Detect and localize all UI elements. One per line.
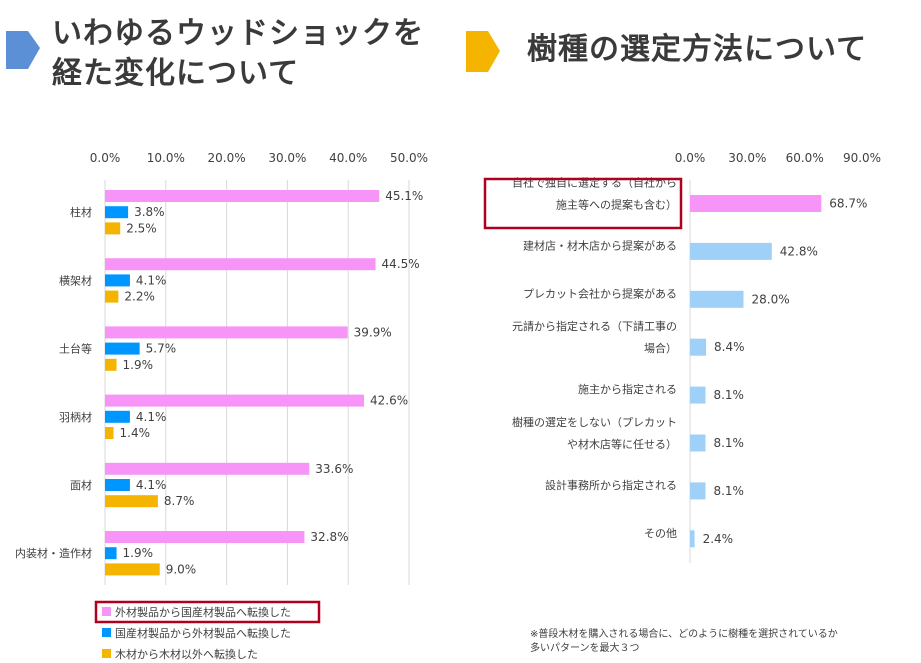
data-label: 4.1%	[136, 478, 167, 492]
category-label: 施主から指定される	[578, 382, 677, 396]
x-tick-label: 90.0%	[843, 151, 881, 165]
data-label: 8.1%	[713, 484, 744, 498]
category-label: 自社で独自に選定する（自社から	[512, 176, 677, 190]
data-label: 4.1%	[136, 410, 167, 424]
bar	[690, 530, 695, 548]
x-tick-label: 40.0%	[329, 151, 367, 165]
x-tick-label: 0.0%	[675, 151, 706, 165]
bar	[105, 394, 365, 407]
bar	[690, 386, 706, 404]
data-label: 5.7%	[146, 342, 177, 356]
legend-highlight-box	[94, 600, 321, 624]
category-label: その他	[644, 527, 677, 540]
legend-swatch	[102, 649, 111, 658]
data-label: 39.9%	[354, 325, 392, 339]
footnote: ※普段木材を購入される場合に、どのように樹種を選択されているか 多いパターンを最…	[530, 628, 838, 656]
data-label: 1.9%	[123, 546, 154, 560]
bar	[105, 342, 140, 355]
x-tick-label: 20.0%	[208, 151, 246, 165]
bar	[105, 531, 305, 543]
bar	[690, 242, 772, 260]
data-label: 42.8%	[780, 244, 818, 258]
category-highlight-box	[483, 177, 683, 230]
bar	[105, 190, 380, 202]
category-label: 横架材	[59, 273, 92, 287]
data-label: 8.1%	[713, 436, 744, 450]
legend-swatch	[102, 607, 111, 616]
footnote-line-2: 多いパターンを最大３つ	[530, 643, 640, 654]
bar	[105, 410, 130, 423]
category-label: 土台等	[59, 342, 92, 356]
legend-label: 木材から木材以外へ転換した	[115, 647, 258, 661]
bar	[690, 338, 707, 356]
x-tick-label: 10.0%	[147, 151, 185, 165]
legend-swatch	[102, 628, 111, 637]
category-label: や材木店等に任せる）	[567, 437, 677, 451]
data-label: 45.1%	[385, 189, 423, 203]
x-tick-label: 30.0%	[728, 151, 766, 165]
bar	[690, 482, 706, 500]
bar	[105, 479, 130, 491]
bar	[105, 222, 121, 235]
category-label: 設計事務所から指定される	[545, 478, 677, 492]
data-label: 33.6%	[315, 462, 353, 476]
bar	[105, 258, 376, 271]
data-label: 2.5%	[126, 221, 157, 235]
category-label: 樹種の選定をしない（プレカット	[512, 415, 677, 429]
data-label: 1.4%	[120, 426, 150, 440]
category-label: 面材	[70, 478, 92, 492]
x-tick-label: 50.0%	[390, 151, 428, 165]
bar	[105, 563, 160, 576]
data-label: 8.7%	[164, 494, 195, 508]
bar	[105, 427, 114, 439]
category-label: 場合）	[644, 341, 677, 355]
bar	[105, 358, 117, 371]
data-label: 1.9%	[123, 358, 154, 372]
data-label: 2.2%	[124, 290, 155, 304]
bar	[105, 206, 129, 219]
x-tick-label: 30.0%	[268, 151, 306, 165]
data-label: 2.4%	[703, 532, 734, 546]
bar	[105, 462, 310, 475]
category-label: 内装材・造作材	[15, 546, 92, 560]
data-label: 44.5%	[382, 257, 420, 271]
legend-label: 外材製品から国産材製品へ転換した	[115, 605, 291, 619]
bar	[105, 495, 158, 508]
data-label: 68.7%	[829, 197, 867, 211]
legend-label: 国産材製品から外材製品へ転換した	[115, 626, 291, 640]
data-label: 4.1%	[136, 273, 167, 287]
category-label: 元請から指定される（下請工事の	[512, 319, 677, 333]
bar	[105, 274, 130, 287]
data-label: 8.4%	[714, 340, 745, 354]
bar	[105, 547, 117, 560]
footnote-line-1: ※普段木材を購入される場合に、どのように樹種を選択されているか	[530, 629, 838, 640]
data-label: 9.0%	[166, 562, 197, 576]
category-label: 施主等への提案も含む）	[556, 198, 677, 212]
data-label: 32.8%	[310, 530, 348, 544]
left-title: いわゆるウッドショックを経た変化について	[52, 16, 424, 91]
data-label: 28.0%	[752, 292, 790, 306]
bar	[105, 326, 348, 339]
category-label: 柱材	[70, 205, 92, 219]
bar	[690, 290, 744, 308]
bar	[105, 290, 119, 303]
x-tick-label: 60.0%	[786, 151, 824, 165]
x-tick-label: 0.0%	[90, 151, 121, 165]
data-label: 8.1%	[713, 388, 744, 402]
bar	[690, 434, 706, 452]
category-label: プレカット会社から提案がある	[523, 286, 677, 300]
category-label: 羽柄材	[59, 410, 92, 424]
right-title-arrow-icon	[466, 31, 500, 72]
category-label: 建材店・材木店から提案がある	[523, 238, 677, 252]
data-label: 42.6%	[370, 394, 408, 408]
bar	[690, 195, 822, 212]
data-label: 3.8%	[134, 205, 165, 219]
right-title: 樹種の選定方法について	[527, 32, 868, 67]
